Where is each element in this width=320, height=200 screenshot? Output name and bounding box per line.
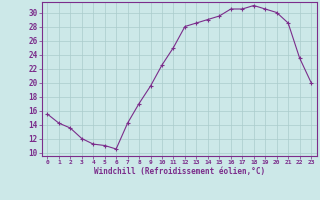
- X-axis label: Windchill (Refroidissement éolien,°C): Windchill (Refroidissement éolien,°C): [94, 167, 265, 176]
